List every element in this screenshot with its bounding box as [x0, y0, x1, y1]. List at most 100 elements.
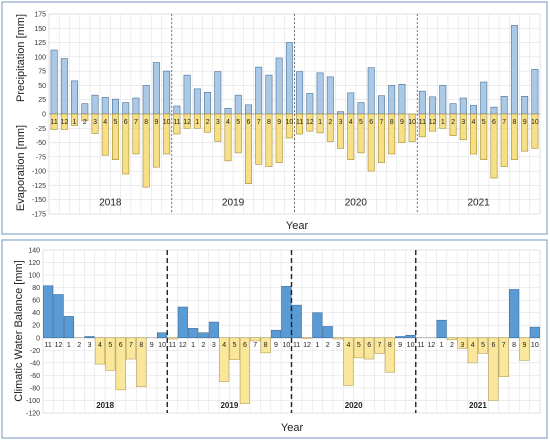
bottom-month-label: 5 [108, 342, 112, 349]
top-month-label: 12 [183, 119, 191, 126]
cwb-bar [301, 337, 313, 339]
precip-bar [490, 106, 498, 115]
top-month-label: 11 [173, 119, 180, 126]
bottom-month-label: 7 [378, 342, 382, 349]
bottom-month-label: 10 [282, 342, 290, 349]
evap-bar [81, 113, 89, 122]
top-month-label: 11 [419, 119, 426, 126]
bottom-month-label: 1 [440, 342, 444, 349]
top-y-tick-label: -150 [32, 197, 46, 204]
top-y-tick-label: -75 [36, 154, 46, 161]
cwb-bar [353, 337, 364, 359]
top-month-label: 4 [226, 119, 230, 126]
top-year-label: 2021 [468, 197, 491, 208]
cwb-bar [322, 326, 333, 339]
cwb-bar [457, 337, 468, 349]
precip-bar [214, 71, 222, 115]
cwb-bar [291, 304, 302, 339]
top-month-label: 7 [502, 119, 506, 126]
bottom-month-label: 7 [502, 342, 506, 349]
bottom-month-label: 7 [253, 342, 257, 349]
bottom-y-tick-label: -100 [26, 398, 40, 405]
evap-bar [132, 113, 140, 155]
top-month-label: 6 [492, 119, 496, 126]
bottom-year-label: 2019 [220, 401, 238, 410]
top-month-label: 10 [285, 119, 293, 126]
top-month-label: 10 [163, 119, 171, 126]
evap-bar [275, 113, 283, 163]
top-month-label: 12 [306, 119, 314, 126]
evap-bar [265, 113, 273, 167]
precip-bar [60, 58, 68, 115]
top-month-label: 3 [461, 119, 465, 126]
evap-bar [306, 113, 314, 132]
precip-bar [234, 94, 242, 115]
bottom-month-label: 9 [523, 342, 527, 349]
evap-bar [439, 113, 447, 129]
evap-bar [398, 113, 406, 143]
evap-bar [91, 113, 99, 134]
bottom-month-label: 5 [357, 342, 361, 349]
bottom-month-label: 9 [150, 342, 154, 349]
top-month-label: 7 [134, 119, 138, 126]
top-y-tick-label: 100 [34, 54, 46, 61]
precip-bar [531, 69, 539, 115]
top-year-separators [171, 14, 418, 214]
precip-bar [326, 76, 334, 115]
precip-bar [459, 97, 467, 115]
evap-bar [377, 113, 385, 163]
bottom-y-tick-label: -20 [30, 348, 40, 355]
bottom-y-tick-label: -40 [30, 360, 40, 367]
precip-bar [500, 95, 508, 115]
top-month-label: 4 [103, 119, 107, 126]
precip-bar [357, 102, 365, 115]
top-year-labels: 2018 2019 2020 2021 [99, 197, 490, 208]
top-y-tick-label: 0 [42, 112, 46, 119]
top-month-label: 10 [408, 119, 416, 126]
top-panel-frame [1, 1, 548, 235]
top-month-label: 3 [339, 119, 343, 126]
evap-bar [183, 113, 191, 129]
precip-bar [398, 83, 406, 115]
bottom-y-tick-label: -60 [30, 373, 40, 380]
bottom-year-labels: 2018 2019 2020 2021 [96, 401, 487, 410]
top-month-label: 9 [277, 119, 281, 126]
precip-bar [510, 25, 518, 115]
precip-bar [50, 49, 58, 115]
bottom-y-tick-label: 40 [32, 310, 40, 317]
precip-bar [183, 74, 191, 115]
bottom-month-label: 3 [212, 342, 216, 349]
precip-bar [204, 91, 212, 115]
evap-bar [418, 113, 426, 138]
bottom-y-tick-label: 80 [32, 285, 40, 292]
bottom-y-tick-label: 140 [28, 248, 40, 255]
top-month-label: 10 [531, 119, 539, 126]
evap-bar [71, 113, 79, 126]
top-month-label: 9 [523, 119, 527, 126]
top-ylabel-precipitation: Precipitation [mm] [15, 14, 27, 102]
bottom-month-label: 1 [191, 342, 195, 349]
evap-bar [224, 113, 232, 162]
bottom-month-label: 4 [98, 342, 102, 349]
cwb-bar [115, 337, 126, 391]
cwb-bar [53, 294, 64, 339]
precip-bar [163, 70, 171, 115]
top-month-label: 8 [267, 119, 271, 126]
bottom-month-label: 10 [158, 342, 166, 349]
precip-bar [91, 94, 99, 115]
top-month-label: 1 [441, 119, 445, 126]
evap-bar [193, 113, 201, 129]
cwb-bar [167, 337, 178, 340]
precip-bar [244, 104, 252, 115]
cwb-bar [177, 306, 188, 339]
evap-bar [60, 113, 68, 130]
cwb-bar [270, 329, 282, 339]
top-y-tick-label: -100 [32, 169, 46, 176]
bottom-month-label: 6 [119, 342, 123, 349]
top-y-tick-label: 150 [34, 26, 46, 33]
top-month-label: 2 [328, 119, 332, 126]
top-month-label: 1 [195, 119, 199, 126]
bottom-year-label: 2020 [345, 401, 363, 410]
bottom-month-label: 10 [407, 342, 415, 349]
